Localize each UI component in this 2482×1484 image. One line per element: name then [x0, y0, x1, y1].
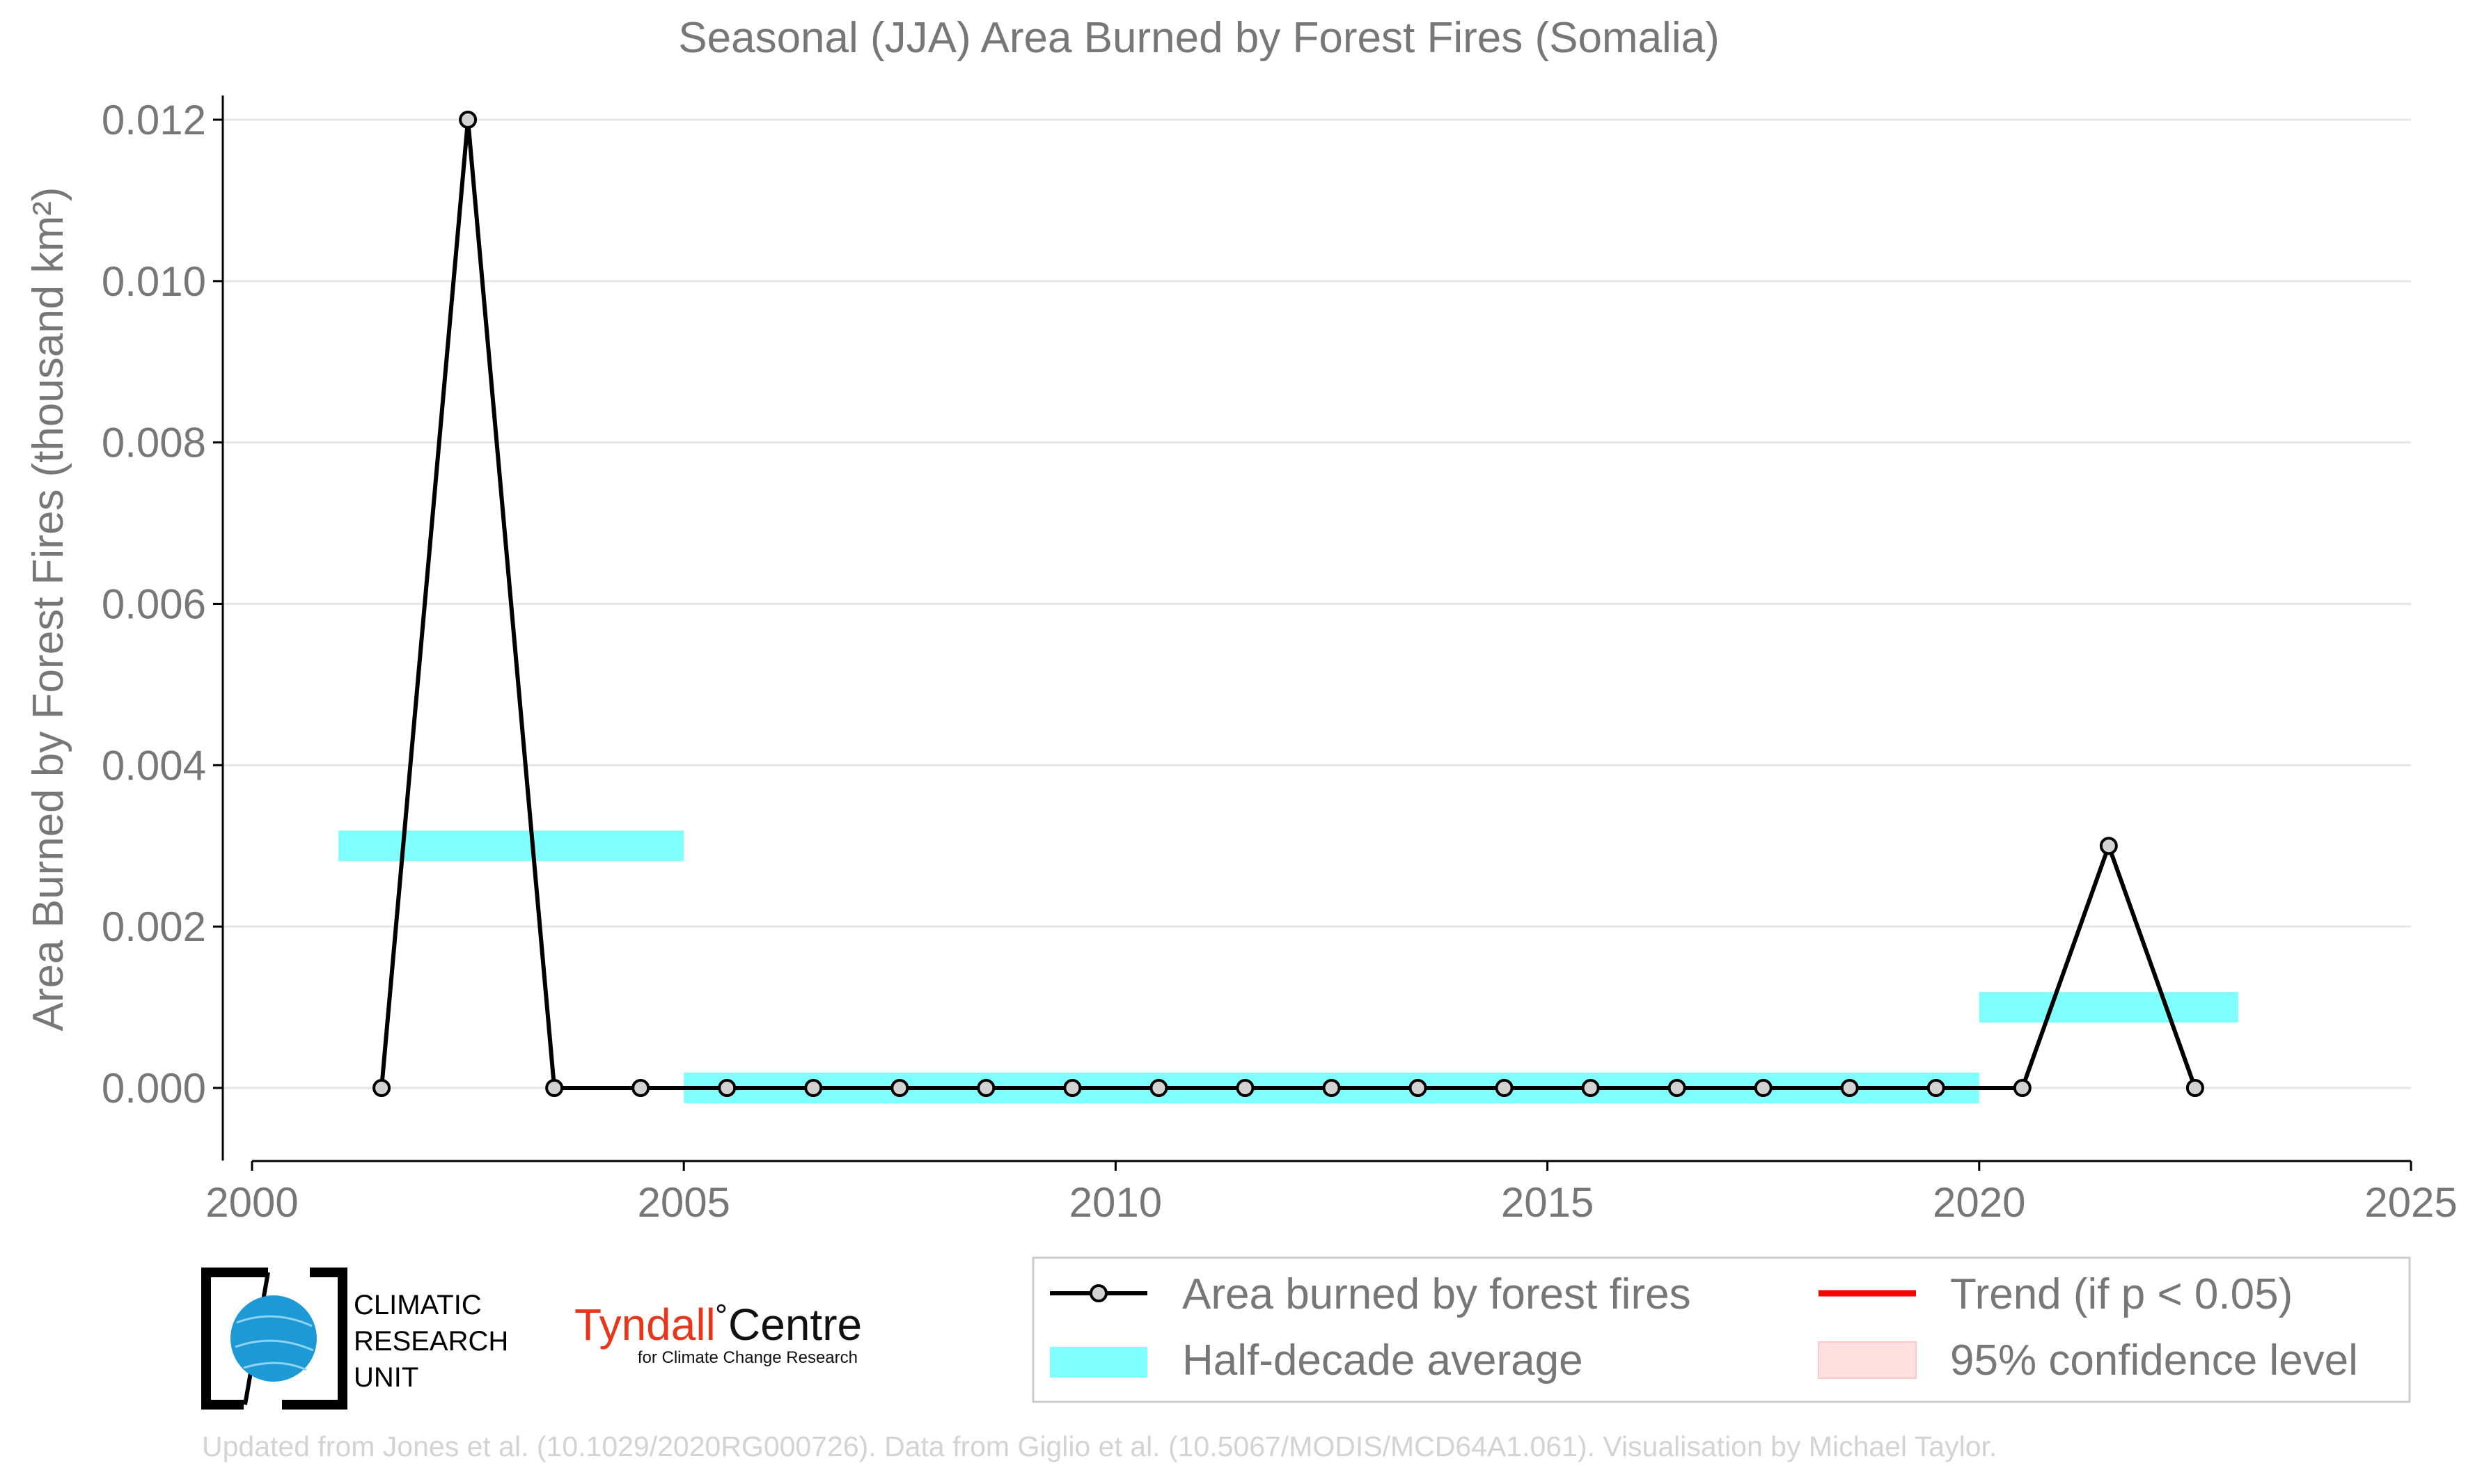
data-point — [545, 1079, 564, 1097]
half-decade-band — [338, 830, 684, 862]
data-point — [1581, 1079, 1600, 1097]
y-tick-label: 0.006 — [102, 581, 206, 628]
data-point — [718, 1079, 737, 1097]
cru-logo-line-3: UNIT — [354, 1362, 418, 1393]
tyndall-logo-name: Tyndall — [574, 1300, 716, 1350]
data-point — [977, 1079, 996, 1097]
chart-title: Seasonal (JJA) Area Burned by Forest Fir… — [678, 14, 1719, 62]
data-point — [2013, 1079, 2032, 1097]
tyndall-logo: Tyndall Centre for Climate Change Resear… — [574, 1300, 862, 1367]
legend-swatch-band — [1050, 1347, 1147, 1378]
series-layer — [372, 111, 2204, 1097]
data-point — [1926, 1079, 1945, 1097]
data-point — [1754, 1079, 1773, 1097]
tyndall-logo-subtitle: for Climate Change Research — [638, 1348, 858, 1367]
x-tick-label: 2005 — [637, 1179, 730, 1226]
data-point — [1236, 1079, 1255, 1097]
data-point — [459, 111, 478, 129]
data-point — [1667, 1079, 1686, 1097]
y-tick-label: 0.012 — [102, 97, 206, 143]
x-tick-label: 2020 — [1933, 1179, 2025, 1226]
data-point — [1495, 1079, 1514, 1097]
y-tick-label: 0.008 — [102, 420, 206, 466]
globe-icon — [230, 1295, 317, 1382]
x-tick-label: 2015 — [1501, 1179, 1594, 1226]
legend-swatch-marker — [1090, 1284, 1108, 1302]
legend-label-area: Area burned by forest fires — [1182, 1270, 1691, 1318]
cru-logo-line-1: CLIMATIC — [354, 1290, 482, 1320]
data-point — [804, 1079, 823, 1097]
globe-icon-lines — [235, 1315, 314, 1371]
grid-lines — [223, 118, 2411, 1089]
tyndall-logo-centre: Centre — [728, 1300, 862, 1350]
data-point — [1408, 1079, 1427, 1097]
x-axis: 2000 2005 2010 2015 2020 2025 — [205, 1160, 2458, 1226]
legend-label-trend: Trend (if p < 0.05) — [1950, 1270, 2293, 1318]
legend-label-confidence: 95% confidence level — [1950, 1336, 2358, 1384]
data-point — [1149, 1079, 1168, 1097]
y-tick-label: 0.000 — [102, 1065, 206, 1112]
data-point — [2185, 1079, 2204, 1097]
half-decade-band — [1979, 992, 2238, 1023]
legend: Area burned by forest fires Trend (if p … — [1032, 1256, 2411, 1403]
y-tick-label: 0.010 — [102, 258, 206, 305]
legend-label-half-decade: Half-decade average — [1182, 1336, 1583, 1384]
x-tick-label: 2000 — [205, 1179, 298, 1226]
cru-logo-bracket-left — [201, 1268, 268, 1410]
legend-frame — [1032, 1256, 2411, 1403]
data-point — [1840, 1079, 1859, 1097]
credit-line: Updated from Jones et al. (10.1029/2020R… — [202, 1430, 1997, 1462]
data-point — [1322, 1079, 1341, 1097]
cru-logo-bracket-right — [282, 1268, 347, 1410]
cru-logo-line-2: RESEARCH — [354, 1326, 508, 1357]
series-line — [379, 119, 2197, 1090]
x-tick-label: 2025 — [2364, 1179, 2457, 1226]
data-point — [631, 1079, 650, 1097]
y-axis: 0.000 0.002 0.004 0.006 0.008 0.010 0.012 — [102, 95, 224, 1161]
data-point — [2099, 837, 2118, 855]
y-tick-label: 0.004 — [102, 742, 206, 789]
y-tick-label: 0.002 — [102, 903, 206, 950]
data-point — [1063, 1079, 1082, 1097]
cru-logo: CLIMATIC RESEARCH UNIT — [201, 1268, 508, 1410]
degree-icon — [716, 1304, 726, 1313]
y-axis-label: Area Burned by Forest Fires (thousand km… — [24, 187, 72, 1032]
half-decade-bands — [338, 830, 2238, 1103]
legend-swatch-confidence — [1818, 1341, 1917, 1379]
x-tick-label: 2010 — [1069, 1179, 1162, 1226]
data-point — [372, 1079, 391, 1097]
data-point — [890, 1079, 909, 1097]
